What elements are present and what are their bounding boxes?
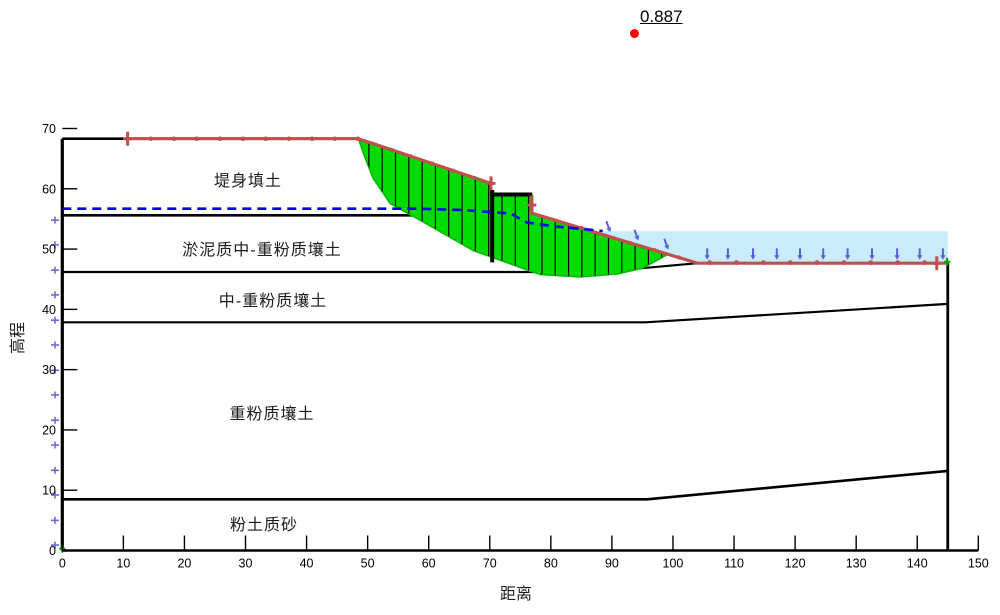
water-arrow-icon: [940, 248, 946, 260]
slip-center-dot: [630, 29, 639, 38]
water-arrow-icon: [894, 248, 900, 260]
x-axis-title: 距离: [499, 584, 533, 603]
x-tick-label: 70: [483, 557, 497, 571]
water-arrow-icon: [797, 248, 803, 260]
water-arrow-icon: [845, 248, 851, 260]
soil-layer-label-mid-heavy-loam: 中-重粉质壤土: [218, 291, 328, 310]
y-tick-label: 70: [42, 122, 56, 136]
y-tick-label: 10: [42, 484, 56, 498]
x-tick-label: 150: [968, 557, 989, 571]
y-tick-label: 60: [42, 182, 56, 196]
water-arrow-icon: [774, 248, 780, 260]
x-tick-label: 0: [59, 557, 66, 571]
x-tick-label: 110: [724, 557, 744, 571]
water-load-arrows: [605, 220, 946, 260]
soil-layer-label-mucky-loam: 淤泥质中-重粉质壤土: [182, 240, 342, 259]
surface-markers: [59, 131, 951, 553]
y-tick-label: 50: [42, 243, 56, 257]
x-tick-label: 40: [300, 557, 314, 571]
factor-of-safety-value: 0.887: [640, 7, 683, 26]
x-tick-label: 20: [177, 557, 191, 571]
x-tick-label: 130: [846, 557, 867, 571]
water-arrow-icon: [704, 248, 710, 260]
water-region: [591, 231, 948, 264]
x-tick-label: 80: [544, 557, 558, 571]
y-tick-label: 0: [49, 544, 56, 558]
y-tick-label: 30: [42, 363, 56, 377]
x-tick-label: 120: [785, 557, 806, 571]
x-tick-label: 60: [422, 557, 436, 571]
axis: 0 10 20 30 40 50 60 70 80 90 100 110 120 130 140 150 0 10…: [42, 122, 989, 571]
x-tick-label: 10: [116, 557, 130, 571]
x-tick-label: 140: [907, 557, 928, 571]
water-arrow-icon: [605, 220, 612, 233]
y-axis-title: 高程: [8, 321, 27, 355]
water-arrow-icon: [725, 248, 731, 260]
x-tick-label: 100: [663, 557, 684, 571]
y-tick-label: 20: [42, 423, 56, 437]
soil-layer-label-embankment-fill: 堤身填土: [213, 171, 283, 190]
y-tick-label: 40: [42, 303, 56, 317]
soil-layer-label-silty-sand: 粉土质砂: [229, 515, 299, 534]
x-tick-label: 50: [361, 557, 375, 571]
water-arrow-icon: [633, 229, 640, 241]
water-arrow-icon: [750, 248, 756, 260]
water-arrow-icon: [820, 248, 826, 260]
x-tick-label: 30: [239, 557, 253, 571]
x-tick-label: 90: [605, 557, 619, 571]
retaining-wall: [490, 189, 532, 263]
soil-layer-label-heavy-loam: 重粉质壤土: [229, 404, 315, 423]
water-arrow-icon: [869, 248, 875, 260]
water-arrow-icon: [917, 248, 923, 260]
water-arrow-icon: [663, 238, 670, 250]
boundary-node-markers: [51, 216, 59, 549]
